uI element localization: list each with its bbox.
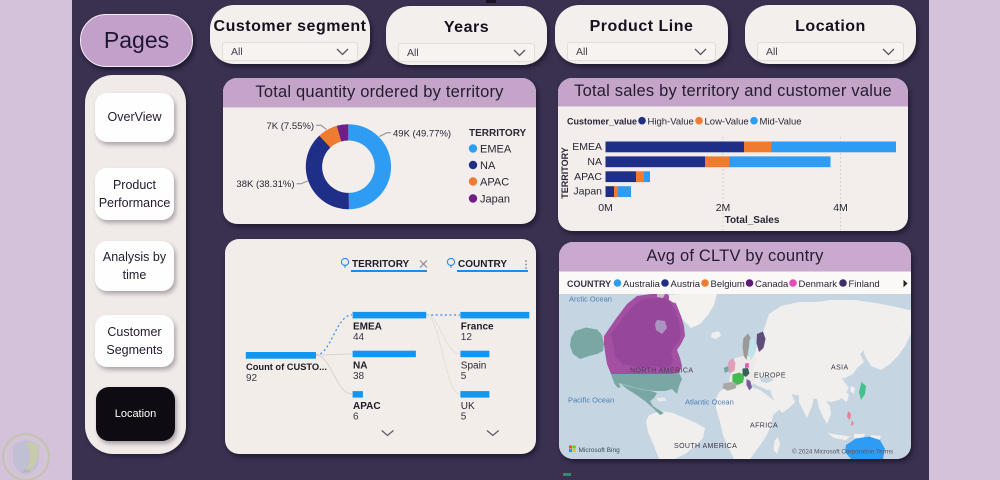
- svg-text:France: France: [461, 322, 494, 333]
- svg-text:TERRITORY: TERRITORY: [560, 147, 570, 199]
- svg-text:49K (49.77%): 49K (49.77%): [393, 128, 451, 139]
- svg-text:Canada: Canada: [755, 279, 789, 290]
- svg-text:Arctic Ocean: Arctic Ocean: [569, 295, 612, 304]
- svg-text:Austria: Austria: [671, 279, 701, 290]
- svg-text:AFRICA: AFRICA: [750, 423, 778, 430]
- svg-text:Belgium: Belgium: [711, 279, 745, 290]
- svg-text:Japan: Japan: [480, 193, 510, 205]
- svg-text:EMEA: EMEA: [572, 141, 602, 153]
- svg-text:EMEA: EMEA: [480, 143, 512, 155]
- svg-text:38K (38.31%): 38K (38.31%): [236, 179, 294, 190]
- svg-text:38: 38: [353, 371, 365, 382]
- svg-text:APAC: APAC: [480, 176, 509, 188]
- svg-text:0M: 0M: [598, 202, 613, 214]
- svg-text:EMEA: EMEA: [353, 322, 382, 333]
- svg-text:5: 5: [461, 371, 467, 382]
- svg-text:Australia: Australia: [623, 279, 661, 290]
- svg-text:Customer_value: Customer_value: [567, 116, 637, 126]
- svg-text:كيان: كيان: [21, 468, 31, 474]
- svg-text:TERRITORY: TERRITORY: [352, 259, 410, 270]
- svg-text:Microsoft Bing: Microsoft Bing: [579, 447, 621, 454]
- svg-text:Finland: Finland: [849, 279, 880, 290]
- svg-text:12: 12: [461, 332, 473, 343]
- svg-text:6: 6: [353, 411, 359, 422]
- svg-text:Spain: Spain: [461, 361, 487, 372]
- svg-text:NA: NA: [587, 156, 602, 168]
- svg-text:NA: NA: [353, 361, 367, 372]
- svg-text:APAC: APAC: [574, 171, 602, 183]
- svg-text:Atlantic Ocean: Atlantic Ocean: [685, 398, 734, 407]
- svg-text:4M: 4M: [833, 202, 848, 214]
- svg-text:EUROPE: EUROPE: [754, 373, 786, 380]
- svg-text:Pacific Ocean: Pacific Ocean: [568, 396, 614, 405]
- svg-text:5: 5: [461, 411, 467, 422]
- svg-text:© 2024 Microsoft Corporation: © 2024 Microsoft Corporation Terms: [792, 448, 893, 456]
- svg-text:Count of CUSTO...: Count of CUSTO...: [246, 362, 327, 372]
- svg-text:COUNTRY: COUNTRY: [567, 279, 611, 289]
- svg-text:2M: 2M: [716, 202, 731, 214]
- svg-text:UK: UK: [461, 401, 475, 412]
- svg-text:44: 44: [353, 332, 365, 343]
- svg-text:92: 92: [246, 373, 258, 384]
- svg-text:ASIA: ASIA: [831, 365, 849, 372]
- svg-text:NA: NA: [480, 159, 496, 171]
- svg-text:Total_Sales: Total_Sales: [725, 215, 780, 226]
- svg-text:Low-Value: Low-Value: [705, 116, 749, 127]
- svg-text:High-Value: High-Value: [648, 116, 694, 127]
- svg-text:APAC: APAC: [353, 401, 381, 412]
- svg-text:COUNTRY: COUNTRY: [458, 259, 507, 270]
- svg-text:TERRITORY: TERRITORY: [469, 128, 527, 139]
- svg-text:SOUTH AMERICA: SOUTH AMERICA: [674, 443, 737, 450]
- svg-text:NORTH AMERICA: NORTH AMERICA: [630, 368, 693, 375]
- svg-text:Denmark: Denmark: [799, 279, 838, 290]
- svg-text:7K (7.55%): 7K (7.55%): [266, 120, 314, 131]
- svg-text:Japan: Japan: [573, 186, 602, 198]
- svg-text:Mid-Value: Mid-Value: [760, 116, 802, 127]
